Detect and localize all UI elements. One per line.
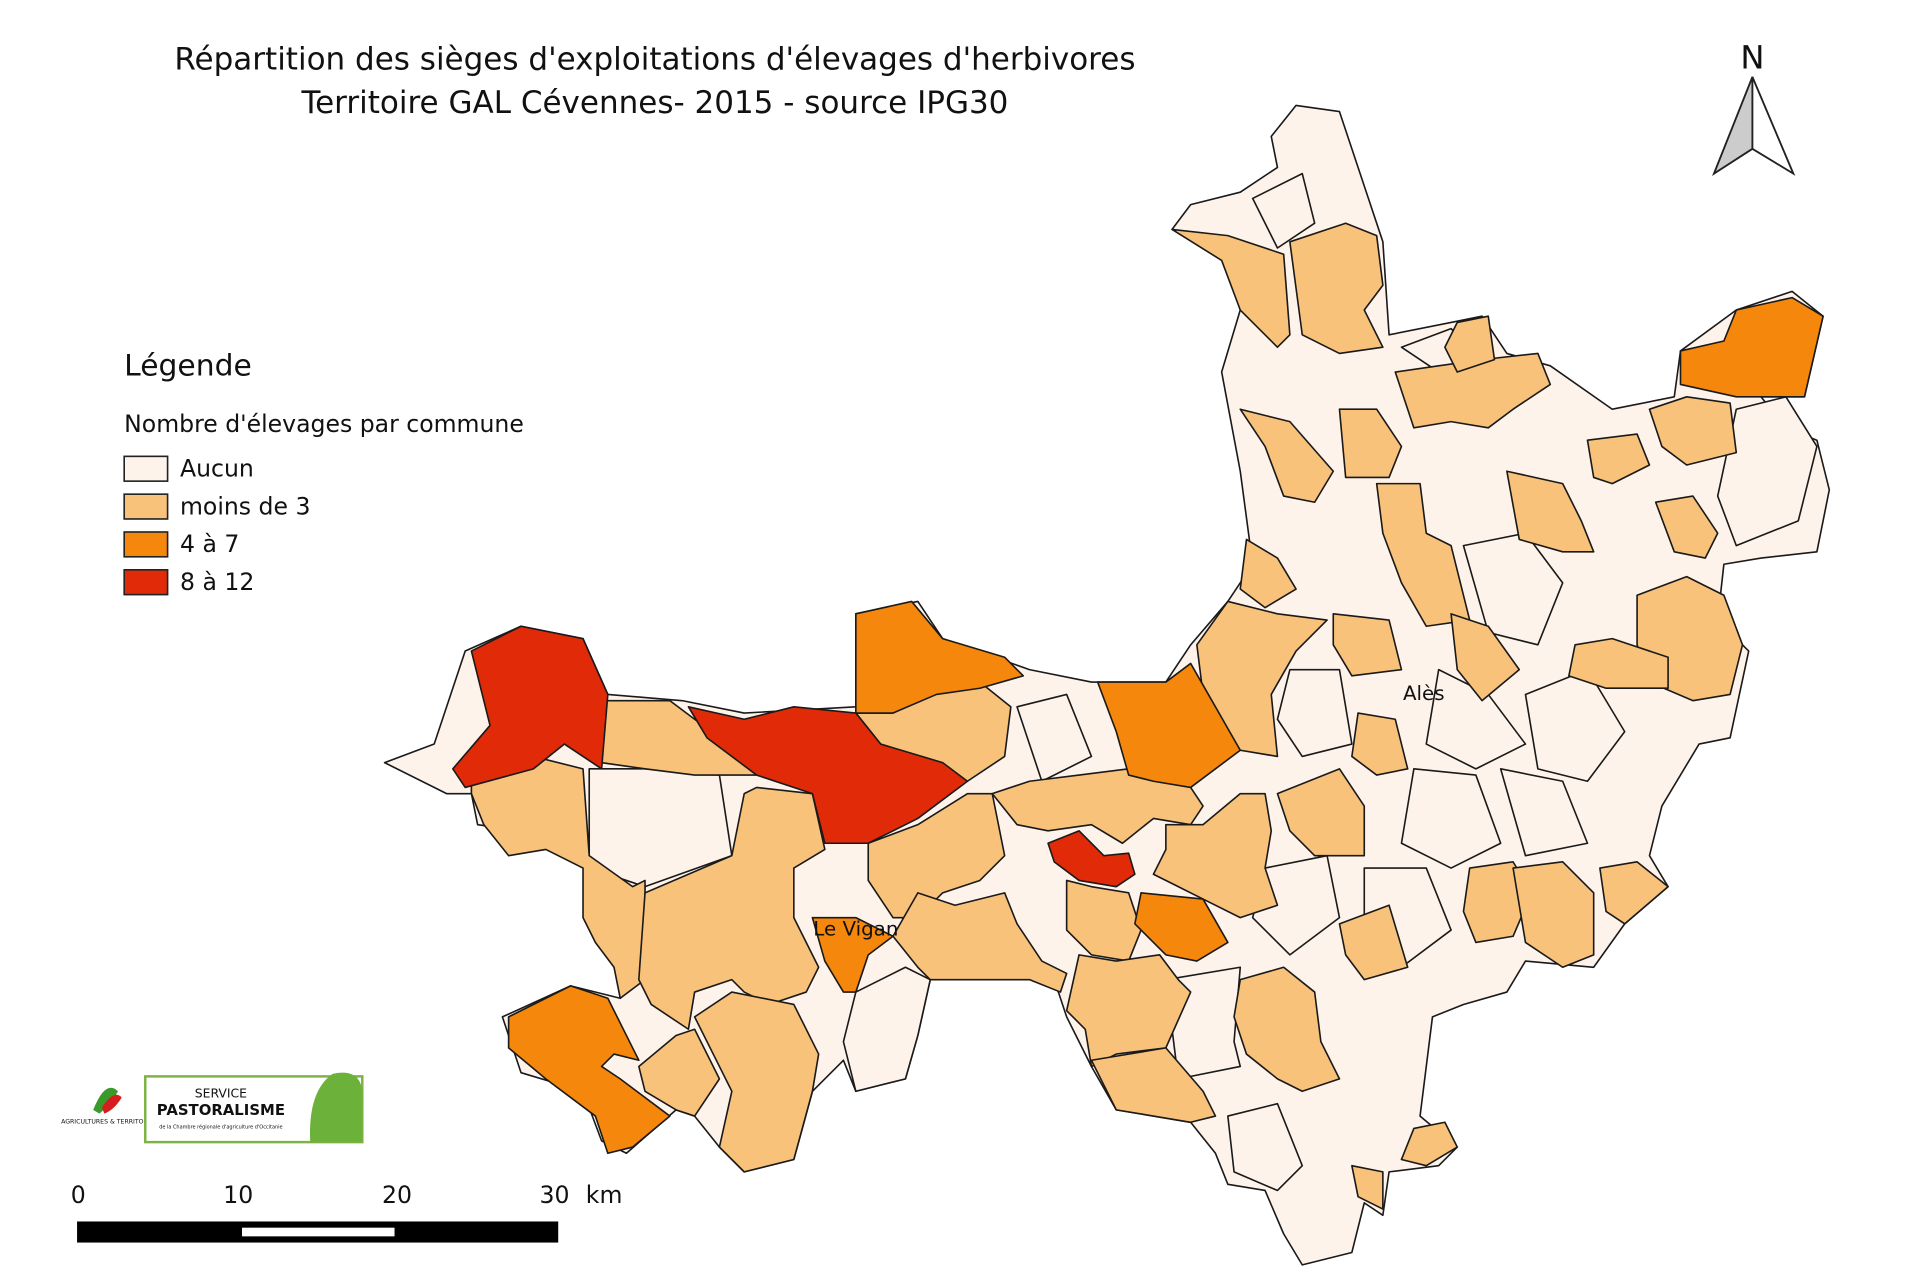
legend-title: Légende xyxy=(124,349,252,384)
commune xyxy=(1568,637,1669,690)
north-arrow: N xyxy=(1712,39,1796,176)
commune xyxy=(1171,228,1291,349)
legend-label: Aucun xyxy=(180,454,254,482)
scale-label: 20 xyxy=(382,1181,412,1209)
legend-swatch xyxy=(123,569,169,596)
commune xyxy=(638,1028,721,1117)
commune xyxy=(1338,904,1409,981)
commune xyxy=(1276,768,1366,857)
commune xyxy=(1444,315,1496,373)
commune xyxy=(811,916,894,993)
commune xyxy=(892,892,1068,993)
legend-label: 4 à 7 xyxy=(180,530,239,558)
commune xyxy=(1276,668,1353,758)
commune xyxy=(1152,792,1279,919)
scale-label: 0 xyxy=(71,1181,86,1209)
place-label: Alès xyxy=(1403,682,1445,705)
logo-text: AGRICULTURES & TERRITOIRES xyxy=(61,1119,157,1126)
commune xyxy=(1239,408,1335,504)
commune xyxy=(1090,1047,1217,1124)
logos: AGRICULTURES & TERRITOIRES SERVICE PASTO… xyxy=(61,1072,364,1144)
legend-label: moins de 3 xyxy=(180,492,310,520)
commune xyxy=(1134,892,1229,962)
logo-name: PASTORALISME xyxy=(157,1101,285,1119)
commune xyxy=(687,706,969,845)
legend: Aucun moins de 3 4 à 7 8 à 12 xyxy=(123,454,310,596)
legend-swatch xyxy=(123,455,169,482)
commune xyxy=(1016,693,1093,783)
commune xyxy=(1512,861,1595,969)
north-label: N xyxy=(1740,39,1764,77)
logo-service: SERVICE xyxy=(195,1085,247,1100)
place-label: Le Vigan xyxy=(813,918,898,941)
logo-mark xyxy=(101,1094,122,1114)
commune xyxy=(1227,1102,1304,1192)
commune xyxy=(452,625,609,789)
scale-label: 10 xyxy=(223,1181,253,1209)
commune xyxy=(855,600,1025,714)
commune xyxy=(1351,712,1409,776)
commune xyxy=(867,792,1006,919)
commune xyxy=(1499,768,1589,857)
logo-tree xyxy=(309,1072,363,1143)
scale-label: 30 xyxy=(540,1181,570,1209)
commune xyxy=(1599,861,1669,925)
north-arrow-right xyxy=(1751,76,1796,176)
title-line1: Répartition des sièges d'exploitations d… xyxy=(174,41,1135,77)
commune xyxy=(842,966,932,1093)
commune xyxy=(1338,408,1403,479)
scale-unit: km xyxy=(586,1181,623,1209)
title-line2: Territoire GAL Cévennes- 2015 - source I… xyxy=(300,85,1008,121)
commune xyxy=(1332,613,1403,677)
commune xyxy=(1506,470,1595,553)
commune xyxy=(1400,768,1502,869)
scale-bar-segment xyxy=(241,1227,395,1237)
commune xyxy=(1450,613,1521,702)
legend-swatch xyxy=(123,531,169,558)
legend-swatch xyxy=(123,493,169,520)
legend-subtitle: Nombre d'élevages par commune xyxy=(124,410,524,438)
commune xyxy=(1351,1164,1384,1210)
commune xyxy=(600,699,758,776)
commune xyxy=(470,755,646,1000)
commune xyxy=(507,985,671,1155)
commune xyxy=(1400,1121,1459,1167)
commune xyxy=(1047,830,1136,888)
commune xyxy=(1289,222,1384,355)
scale-bar: 0 10 20 30 km xyxy=(71,1181,623,1243)
commune xyxy=(1065,879,1142,962)
commune xyxy=(1462,532,1564,646)
commune xyxy=(1233,966,1341,1093)
commune xyxy=(1648,396,1738,466)
commune xyxy=(1196,600,1328,758)
commune xyxy=(1679,296,1824,398)
commune xyxy=(638,786,826,1031)
commune xyxy=(1239,538,1297,609)
commune xyxy=(1096,662,1242,789)
communes xyxy=(383,104,1831,1266)
commune xyxy=(1251,172,1316,249)
commune xyxy=(1654,495,1719,559)
legend-label: 8 à 12 xyxy=(180,568,254,596)
commune xyxy=(693,991,820,1173)
logo-sub: de la Chambre régionale d'agriculture d'… xyxy=(159,1123,282,1130)
commune xyxy=(1586,433,1651,485)
logo-mark xyxy=(93,1087,118,1114)
